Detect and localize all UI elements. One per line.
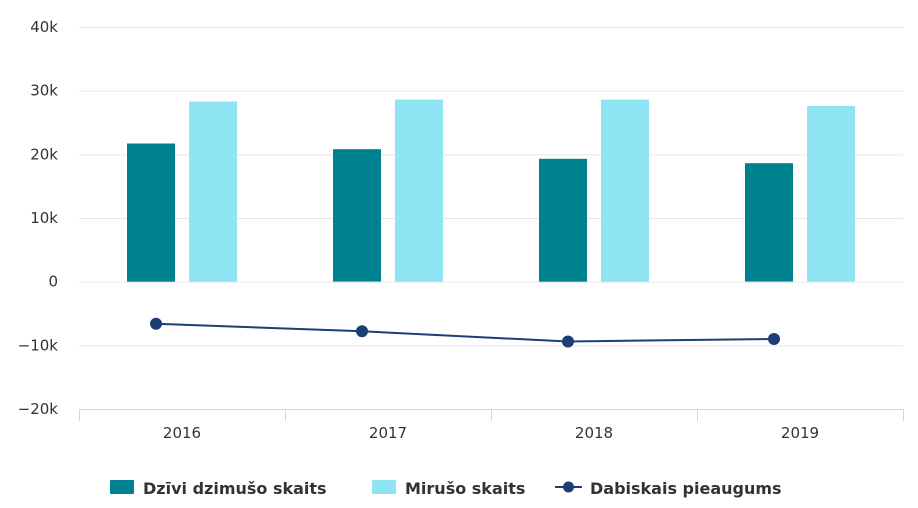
point-natural-growth-2019[interactable] xyxy=(768,333,780,345)
point-natural-growth-2017[interactable] xyxy=(356,325,368,338)
legend-item-births[interactable]: Dzīvi dzimušo skaits xyxy=(110,479,327,498)
x-axis: 2016 2017 2018 2019 xyxy=(79,409,904,442)
legend-item-deaths[interactable]: Mirušo skaits xyxy=(372,479,525,498)
y-tick-label: 40k xyxy=(30,18,58,36)
legend-label-deaths: Mirušo skaits xyxy=(405,479,525,498)
legend-swatch-births xyxy=(110,480,134,494)
y-tick-label: 0 xyxy=(48,273,58,291)
legend-label-natural-growth: Dabiskais pieaugums xyxy=(590,479,782,498)
bar-births-2016[interactable] xyxy=(127,143,175,282)
y-tick-label: 30k xyxy=(30,82,58,100)
point-natural-growth-2016[interactable] xyxy=(150,317,162,330)
bar-deaths-2019[interactable] xyxy=(807,105,855,282)
point-natural-growth-2018[interactable] xyxy=(562,335,574,348)
legend-swatch-deaths xyxy=(372,480,396,494)
line-natural-growth xyxy=(155,322,775,343)
x-tick-label: 2016 xyxy=(163,424,201,442)
x-tick-label: 2018 xyxy=(575,424,613,442)
y-tick-label: 20k xyxy=(30,145,58,163)
legend: Dzīvi dzimušo skaits Mirušo skaits Dabis… xyxy=(110,479,782,498)
line-series xyxy=(150,317,780,348)
legend-label-births: Dzīvi dzimušo skaits xyxy=(143,479,327,498)
bar-births-2019[interactable] xyxy=(745,163,793,282)
y-tick-label: −10k xyxy=(18,336,59,354)
x-tick-label: 2019 xyxy=(781,424,819,442)
y-axis: 40k 30k 20k 10k 0 −10k −20k xyxy=(18,18,59,418)
bar-deaths-2016[interactable] xyxy=(189,101,237,282)
legend-marker-natural-growth xyxy=(563,481,574,493)
bar-deaths-2018[interactable] xyxy=(601,99,649,282)
y-tick-label: 10k xyxy=(30,209,58,227)
x-tick-label: 2017 xyxy=(369,424,407,442)
bar-births-2017[interactable] xyxy=(333,149,381,282)
bars xyxy=(127,99,855,282)
bar-births-2018[interactable] xyxy=(539,158,587,282)
y-tick-label: −20k xyxy=(18,400,59,418)
legend-item-natural-growth[interactable]: Dabiskais pieaugums xyxy=(555,479,782,498)
bar-deaths-2017[interactable] xyxy=(395,99,443,282)
